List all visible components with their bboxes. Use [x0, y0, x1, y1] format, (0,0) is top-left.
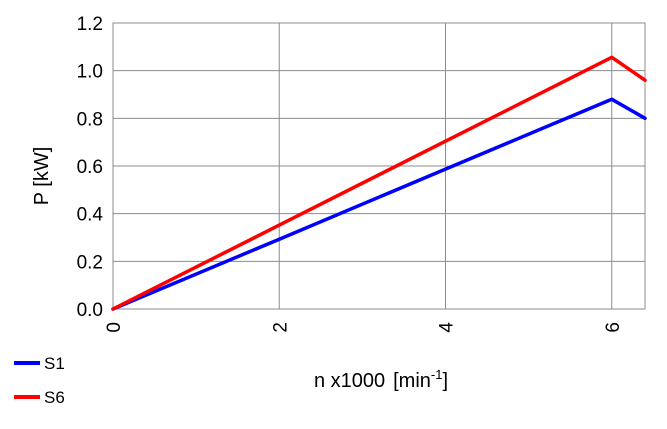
x-axis-tick-labels: 0 2 4 6 — [104, 322, 624, 333]
grid-horizontal-lines — [113, 22, 645, 310]
y-tick-label: 0.0 — [77, 300, 103, 321]
x-axis-title-unit: [min — [393, 370, 431, 392]
series-line-s6 — [111, 55, 647, 311]
y-axis-tick-labels: 0.0 0.2 0.4 0.6 0.8 1.0 1.2 — [77, 14, 104, 321]
y-tick-label: 0.4 — [77, 205, 104, 226]
x-axis-title-unit-exponent: -1 — [431, 367, 443, 382]
y-tick-label: 0.6 — [77, 157, 103, 178]
legend-label-s6: S6 — [44, 388, 65, 407]
y-axis-title: P [kW] — [31, 147, 53, 206]
x-axis-title-main: n x1000 — [314, 370, 385, 392]
x-tick-label: 6 — [603, 322, 624, 333]
y-tick-label: 1.2 — [77, 14, 103, 35]
y-tick-label: 1.0 — [77, 62, 103, 83]
series-lines — [111, 55, 647, 311]
x-tick-label: 2 — [270, 322, 291, 333]
x-tick-label: 4 — [437, 322, 458, 333]
plot-area-border — [112, 22, 646, 310]
x-axis-title-unit-close: ] — [442, 370, 448, 392]
legend-label-s1: S1 — [44, 354, 65, 373]
y-tick-label: 0.2 — [77, 252, 103, 273]
y-tick-label: 0.8 — [77, 109, 103, 130]
series-line-s1 — [111, 97, 647, 311]
x-axis-title: n x1000 [min-1] — [314, 367, 448, 392]
x-tick-label: 0 — [104, 322, 125, 333]
legend: S1 S6 — [14, 354, 65, 407]
